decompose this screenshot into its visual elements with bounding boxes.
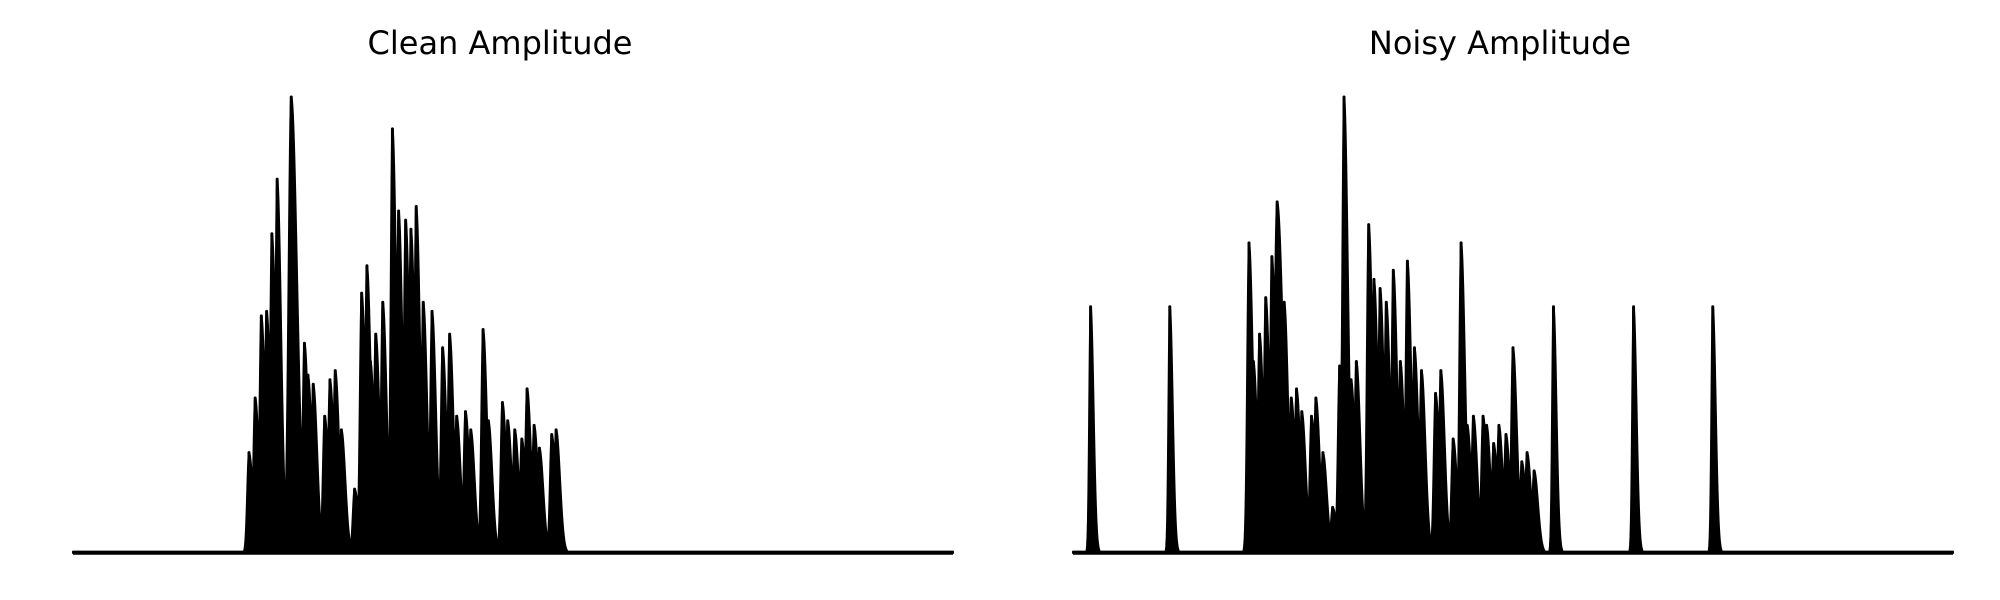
chart-svg-noisy [1072, 95, 1954, 555]
chart-panel-clean: Clean Amplitude [72, 24, 954, 555]
chart-title-noisy: Noisy Amplitude [1368, 24, 1632, 62]
chart-svg-clean [72, 95, 954, 555]
chart-title-clean: Clean Amplitude [367, 24, 633, 62]
chart-panel-noisy: Noisy Amplitude [1000, 0, 2000, 600]
amplitude-envelope [72, 96, 954, 554]
